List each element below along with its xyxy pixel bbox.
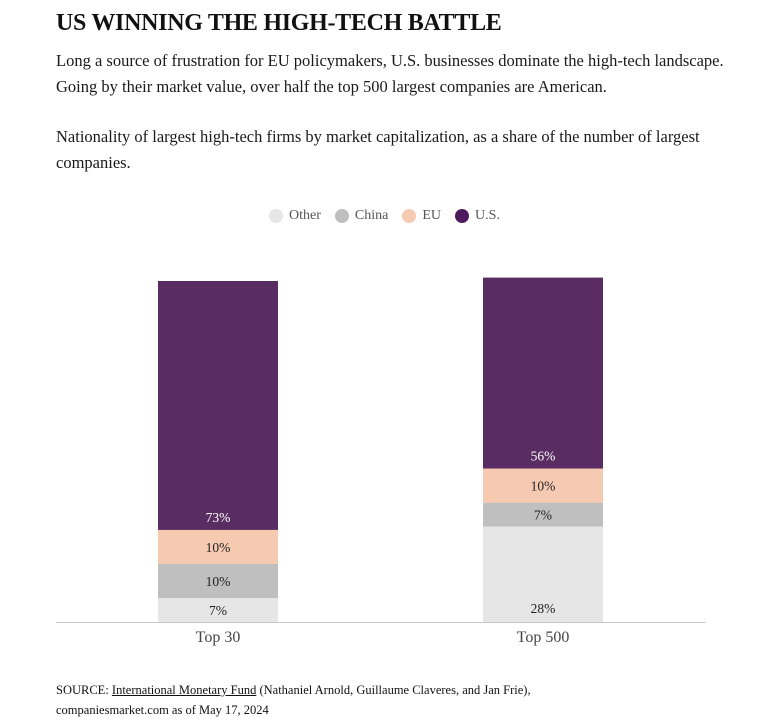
data-label: 10% (531, 479, 556, 494)
data-label: 28% (531, 601, 556, 616)
legend: Other China EU U.S. (0, 208, 763, 224)
data-label: 56% (531, 449, 556, 464)
legend-swatch-china (334, 209, 349, 223)
data-label: 73% (206, 510, 231, 525)
legend-item-other[interactable]: Other (269, 208, 321, 224)
source-note: SOURCE: International Monetary Fund (Nat… (56, 680, 531, 720)
legend-label-china: China (354, 208, 389, 223)
bar-segment-us-top-30[interactable] (158, 281, 278, 530)
x-tick-label: Top 500 (517, 629, 570, 646)
legend-label-us: U.S. (475, 208, 500, 223)
legend-swatch-other (269, 209, 284, 223)
bar-segment-us-top-500[interactable] (483, 277, 603, 469)
chart-title: US WINNING THE HIGH-TECH BATTLE (56, 10, 502, 36)
bar-segment-china-top-500[interactable] (483, 502, 603, 527)
chart-subtitle: Long a source of frustration for EU poli… (56, 51, 724, 96)
legend-item-eu[interactable]: EU (402, 208, 441, 224)
bar-segment-eu-top-500[interactable] (483, 468, 603, 503)
data-label: 7% (209, 603, 227, 618)
bar-segment-eu-top-30[interactable] (158, 529, 278, 565)
bar-segment-china-top-30[interactable] (158, 564, 278, 599)
legend-label-other: Other (289, 208, 321, 223)
source-line2: companiesmarket.com as of May 17, 2024 (56, 703, 269, 717)
source-prefix: SOURCE: (56, 683, 112, 697)
source-authors: (Nathaniel Arnold, Guillaume Claveres, a… (256, 683, 531, 697)
legend-label-eu: EU (422, 208, 442, 223)
bar-segment-other-top-30[interactable] (158, 598, 278, 622)
legend-swatch-us (455, 209, 470, 223)
bar-segment-other-top-500[interactable] (483, 526, 603, 622)
x-tick-label: Top 30 (196, 629, 241, 646)
data-label: 10% (206, 574, 231, 589)
data-label: 7% (534, 508, 552, 523)
source-link[interactable]: International Monetary Fund (111, 683, 257, 697)
chart-description: Nationality of largest high-tech firms b… (56, 127, 700, 172)
legend-item-us[interactable]: U.S. (455, 208, 500, 224)
data-label: 10% (206, 540, 231, 555)
legend-swatch-eu (402, 209, 417, 223)
legend-item-china[interactable]: China (334, 208, 389, 224)
